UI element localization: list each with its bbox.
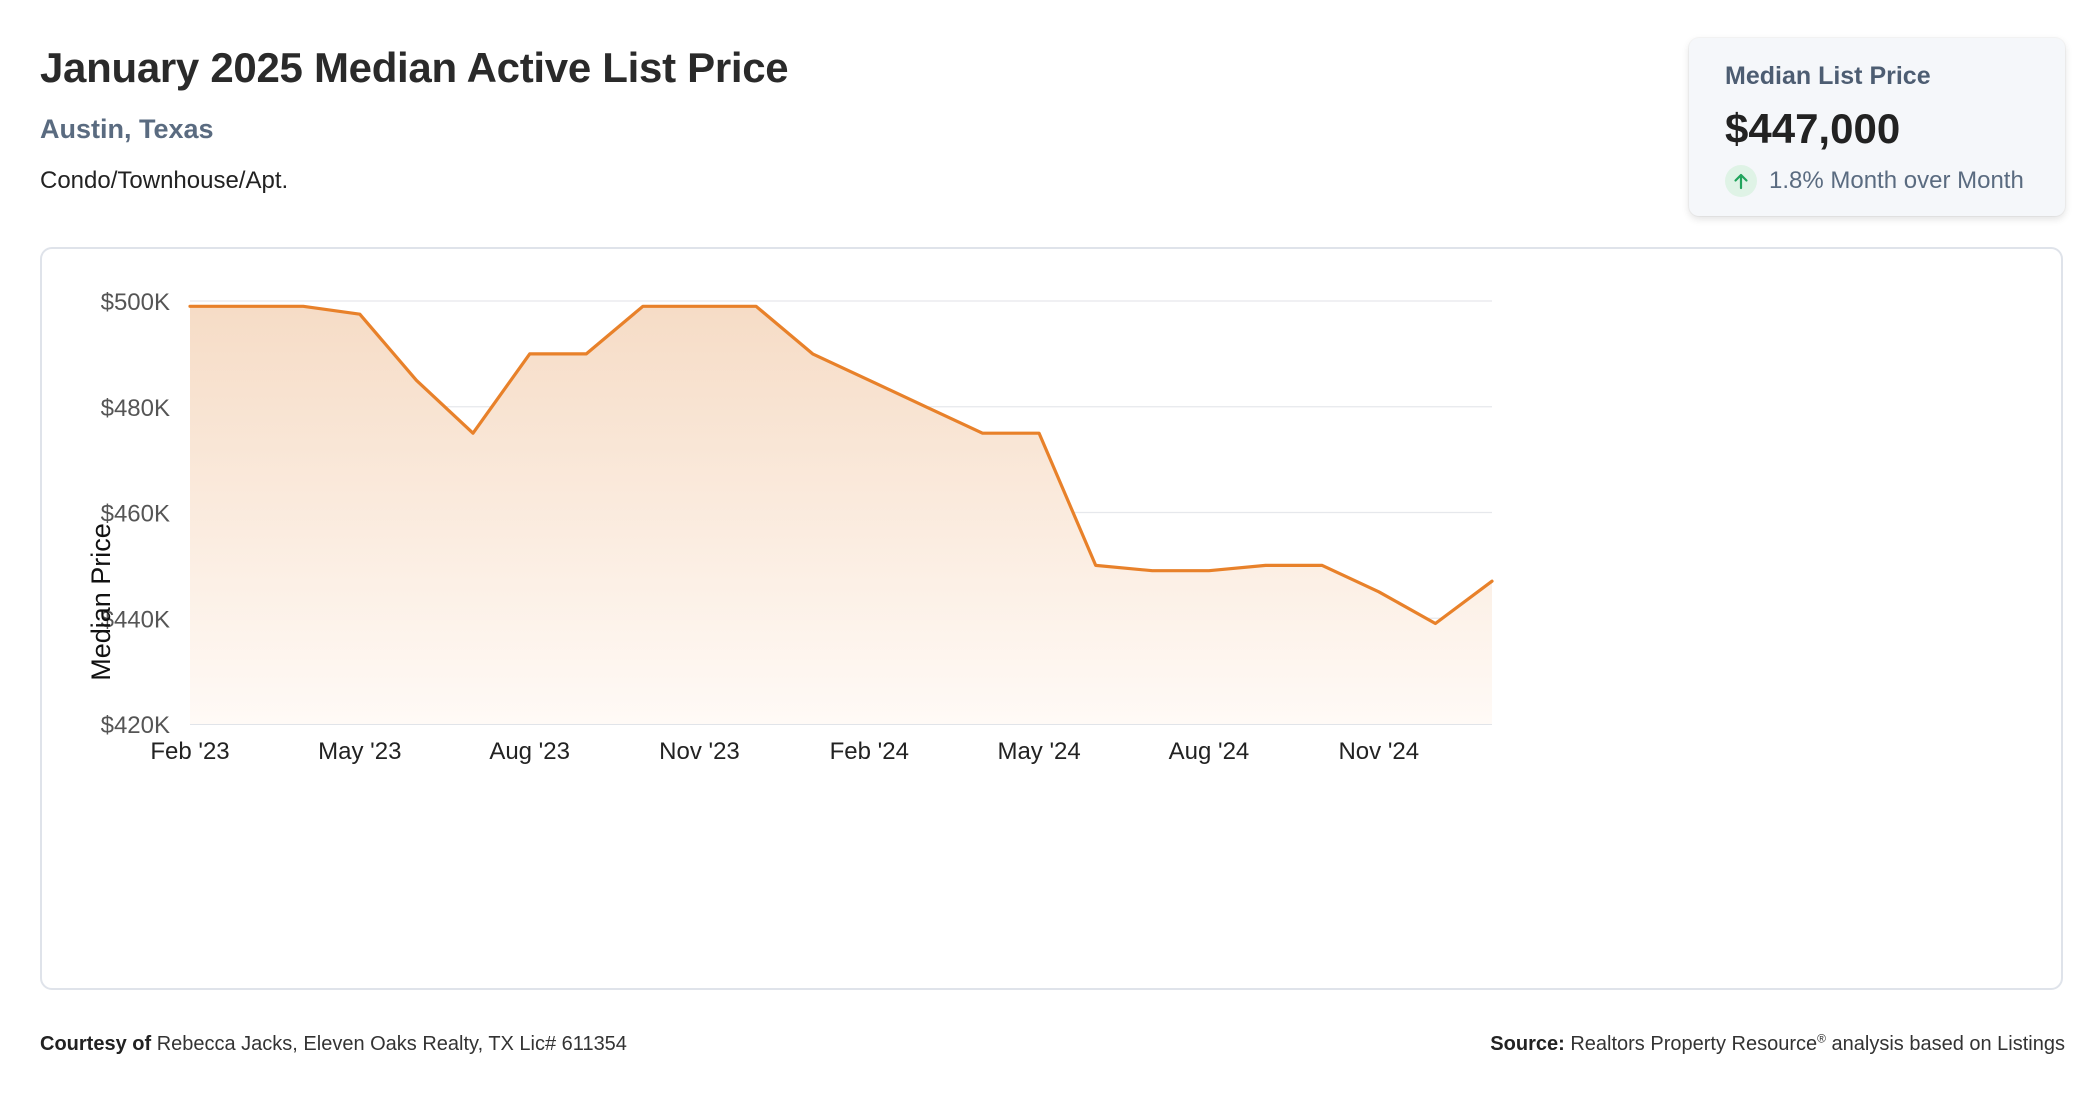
stat-change-text: 1.8% Month over Month — [1769, 167, 2024, 194]
x-axis-ticks: Feb '23 May '23 Aug '23 Nov '23 Feb '24 May '… — [150, 738, 1419, 765]
x-tick-label: Aug '23 — [489, 738, 570, 765]
source-text: Realtors Property Resource — [1570, 1033, 1818, 1055]
courtesy-text: Rebecca Jacks, Eleven Oaks Realty, TX Li… — [156, 1033, 627, 1055]
y-tick-label: $480K — [101, 395, 170, 422]
page-title: January 2025 Median Active List Price — [40, 44, 789, 91]
x-tick-label: Aug '24 — [1169, 738, 1250, 765]
y-tick-label: $460K — [101, 501, 170, 528]
y-tick-label: $500K — [101, 289, 170, 316]
x-tick-label: Nov '24 — [1338, 738, 1419, 765]
courtesy-footer: Courtesy of Rebecca Jacks, Eleven Oaks R… — [40, 1033, 627, 1056]
y-axis-ticks: $500K $480K $460K $440K $420K — [101, 289, 170, 739]
y-tick-label: $420K — [101, 712, 170, 739]
stat-label: Median List Price — [1725, 62, 1931, 90]
source-footer: Source: Realtors Property Resource® anal… — [1490, 1031, 2065, 1056]
stat-change: 1.8% Month over Month — [1725, 165, 2065, 197]
y-tick-label: $440K — [101, 606, 170, 633]
price-line — [188, 304, 1494, 626]
courtesy-label: Courtesy of — [40, 1033, 152, 1055]
x-tick-label: May '24 — [997, 738, 1080, 765]
x-tick-label: Nov '23 — [659, 738, 740, 765]
price-line-chart: $500K $480K $460K $440K $420K Feb '23 May '23… — [86, 289, 1494, 765]
header: January 2025 Median Active List Price Au… — [40, 44, 789, 195]
x-tick-label: May '23 — [318, 738, 401, 765]
chart-card: $500K $480K $460K $440K $420K Feb '23 May '23… — [40, 247, 2063, 990]
property-category: Condo/Townhouse/Apt. — [40, 167, 289, 194]
arrow-up-icon — [1725, 165, 1757, 197]
y-axis-label: Median Price — [86, 523, 116, 681]
price-area-fill — [190, 306, 1492, 724]
location-label: Austin, Texas — [40, 114, 214, 144]
stat-value: $447,000 — [1725, 105, 1901, 152]
x-tick-label: Feb '24 — [830, 738, 909, 765]
registered-mark: ® — [1817, 1031, 1826, 1046]
median-price-card: Median List Price $447,000 1.8% Month ov… — [1689, 38, 2065, 216]
source-label: Source: — [1490, 1033, 1565, 1055]
source-suffix: analysis based on Listings — [1831, 1033, 2065, 1055]
x-tick-label: Feb '23 — [150, 738, 229, 765]
